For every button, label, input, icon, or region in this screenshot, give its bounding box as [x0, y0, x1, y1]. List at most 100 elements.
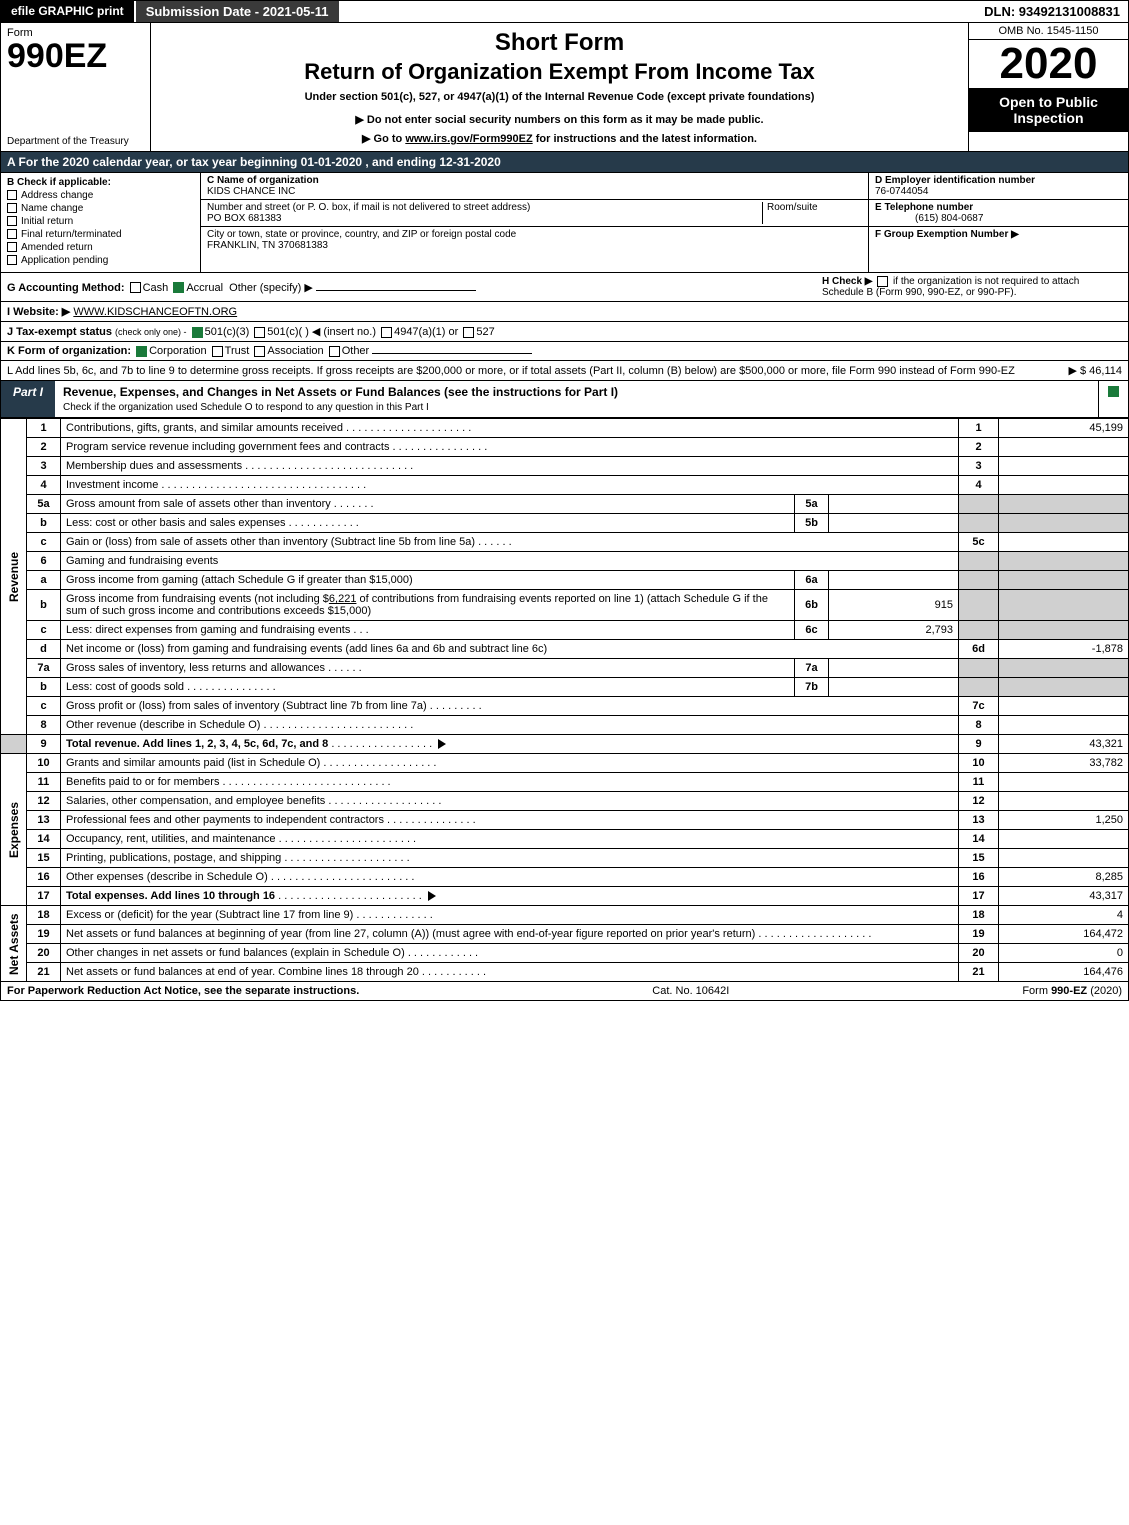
- chk-other-org[interactable]: [329, 346, 340, 357]
- tax-year: 2020: [969, 40, 1128, 88]
- opt-cash: Cash: [143, 282, 169, 294]
- chk-schedule-b[interactable]: [877, 276, 888, 287]
- form-number: 990EZ: [7, 39, 144, 73]
- opt-501c3: 501(c)(3): [205, 326, 250, 338]
- subtitle-section: Under section 501(c), 527, or 4947(a)(1)…: [159, 91, 960, 103]
- r19-amount: 164,472: [999, 925, 1129, 944]
- form-header: Form 990EZ Department of the Treasury Sh…: [0, 23, 1129, 152]
- r6b-inline-amount: 6,221: [329, 593, 357, 605]
- r10-text: Grants and similar amounts paid (list in…: [61, 754, 959, 773]
- room-suite-label: Room/suite: [767, 202, 818, 213]
- box-c-city-label: City or town, state or province, country…: [207, 229, 516, 240]
- r6b-subamt: 915: [829, 590, 959, 621]
- r13-amount: 1,250: [999, 811, 1129, 830]
- expenses-side-label: Expenses: [1, 754, 27, 906]
- footer-form-ref: Form 990-EZ (2020): [1022, 985, 1122, 997]
- r4-linecol: 4: [959, 476, 999, 495]
- header-left: Form 990EZ Department of the Treasury: [1, 23, 151, 151]
- r6c-text: Less: direct expenses from gaming and fu…: [61, 621, 795, 640]
- chk-name-change[interactable]: [7, 203, 17, 213]
- r11-amount: [999, 773, 1129, 792]
- chk-4947[interactable]: [381, 327, 392, 338]
- subtitle-goto: ▶ Go to www.irs.gov/Form990EZ for instru…: [159, 132, 960, 145]
- goto-post: for instructions and the latest informat…: [536, 133, 757, 145]
- chk-schedule-o[interactable]: [1108, 386, 1119, 397]
- r6d-num: d: [27, 640, 61, 659]
- r15-linecol: 15: [959, 849, 999, 868]
- title-short-form: Short Form: [159, 29, 960, 57]
- r5c-num: c: [27, 533, 61, 552]
- other-org-input[interactable]: [372, 353, 532, 354]
- r20-num: 20: [27, 944, 61, 963]
- r17-text: Total expenses. Add lines 10 through 16 …: [61, 887, 959, 906]
- chk-cash[interactable]: [130, 282, 141, 293]
- opt-corporation: Corporation: [149, 345, 206, 357]
- footer-cat-no: Cat. No. 10642I: [652, 985, 729, 997]
- chk-501c[interactable]: [254, 327, 265, 338]
- r6a-shade-line: [959, 571, 999, 590]
- r1-num: 1: [27, 419, 61, 438]
- line-i-label: I Website: ▶: [7, 306, 70, 318]
- r9-num: 9: [27, 735, 61, 754]
- box-d-label: D Employer identification number: [875, 175, 1035, 186]
- r12-num: 12: [27, 792, 61, 811]
- r6a-num: a: [27, 571, 61, 590]
- r10-amount: 33,782: [999, 754, 1129, 773]
- r2-text: Program service revenue including govern…: [61, 438, 959, 457]
- r6a-subamt: [829, 571, 959, 590]
- r16-text: Other expenses (describe in Schedule O) …: [61, 868, 959, 887]
- chk-initial-return[interactable]: [7, 216, 17, 226]
- r15-num: 15: [27, 849, 61, 868]
- r3-text: Membership dues and assessments . . . . …: [61, 457, 959, 476]
- arrow-icon: [428, 891, 436, 901]
- chk-amended-return[interactable]: [7, 242, 17, 252]
- r5a-num: 5a: [27, 495, 61, 514]
- ein: 76-0744054: [875, 186, 928, 197]
- r4-text: Investment income . . . . . . . . . . . …: [61, 476, 959, 495]
- r8-text: Other revenue (describe in Schedule O) .…: [61, 716, 959, 735]
- line-j-note: (check only one) -: [115, 327, 187, 337]
- header-right: OMB No. 1545-1150 2020 Open to Public In…: [968, 23, 1128, 151]
- r8-amount: [999, 716, 1129, 735]
- part-1-check-note: Check if the organization used Schedule …: [63, 402, 429, 413]
- r1-amount: 45,199: [999, 419, 1129, 438]
- r6b-shade-amt: [999, 590, 1129, 621]
- efile-print-button[interactable]: efile GRAPHIC print: [1, 1, 136, 22]
- r12-linecol: 12: [959, 792, 999, 811]
- r5a-shade-amt: [999, 495, 1129, 514]
- opt-501c: 501(c)( ) ◀ (insert no.): [267, 326, 376, 338]
- box-b-label: B Check if applicable:: [7, 177, 194, 188]
- r6b-sublabel: 6b: [795, 590, 829, 621]
- r7b-text: Less: cost of goods sold . . . . . . . .…: [61, 678, 795, 697]
- chk-address-change[interactable]: [7, 190, 17, 200]
- chk-corporation[interactable]: [136, 346, 147, 357]
- chk-accrual[interactable]: [173, 282, 184, 293]
- r14-text: Occupancy, rent, utilities, and maintena…: [61, 830, 959, 849]
- chk-application-pending[interactable]: [7, 255, 17, 265]
- r5a-subamt: [829, 495, 959, 514]
- r5c-amount: [999, 533, 1129, 552]
- r8-num: 8: [27, 716, 61, 735]
- box-c: C Name of organization KIDS CHANCE INC N…: [201, 173, 868, 272]
- box-c-name-label: C Name of organization: [207, 175, 319, 186]
- r7b-sublabel: 7b: [795, 678, 829, 697]
- other-specify-input[interactable]: [316, 290, 476, 291]
- chk-501c3[interactable]: [192, 327, 203, 338]
- dln: DLN: 93492131008831: [976, 1, 1128, 22]
- r16-linecol: 16: [959, 868, 999, 887]
- title-return: Return of Organization Exempt From Incom…: [159, 59, 960, 85]
- chk-association[interactable]: [254, 346, 265, 357]
- chk-final-return[interactable]: [7, 229, 17, 239]
- irs-link[interactable]: www.irs.gov/Form990EZ: [405, 133, 532, 145]
- website-value[interactable]: WWW.KIDSCHANCEOFTN.ORG: [73, 306, 237, 318]
- r3-num: 3: [27, 457, 61, 476]
- opt-association: Association: [267, 345, 323, 357]
- r7a-subamt: [829, 659, 959, 678]
- chk-527[interactable]: [463, 327, 474, 338]
- r5a-text: Gross amount from sale of assets other t…: [61, 495, 795, 514]
- r7c-amount: [999, 697, 1129, 716]
- r17-amount: 43,317: [999, 887, 1129, 906]
- chk-trust[interactable]: [212, 346, 223, 357]
- r6c-num: c: [27, 621, 61, 640]
- r9-text: Total revenue. Add lines 1, 2, 3, 4, 5c,…: [61, 735, 959, 754]
